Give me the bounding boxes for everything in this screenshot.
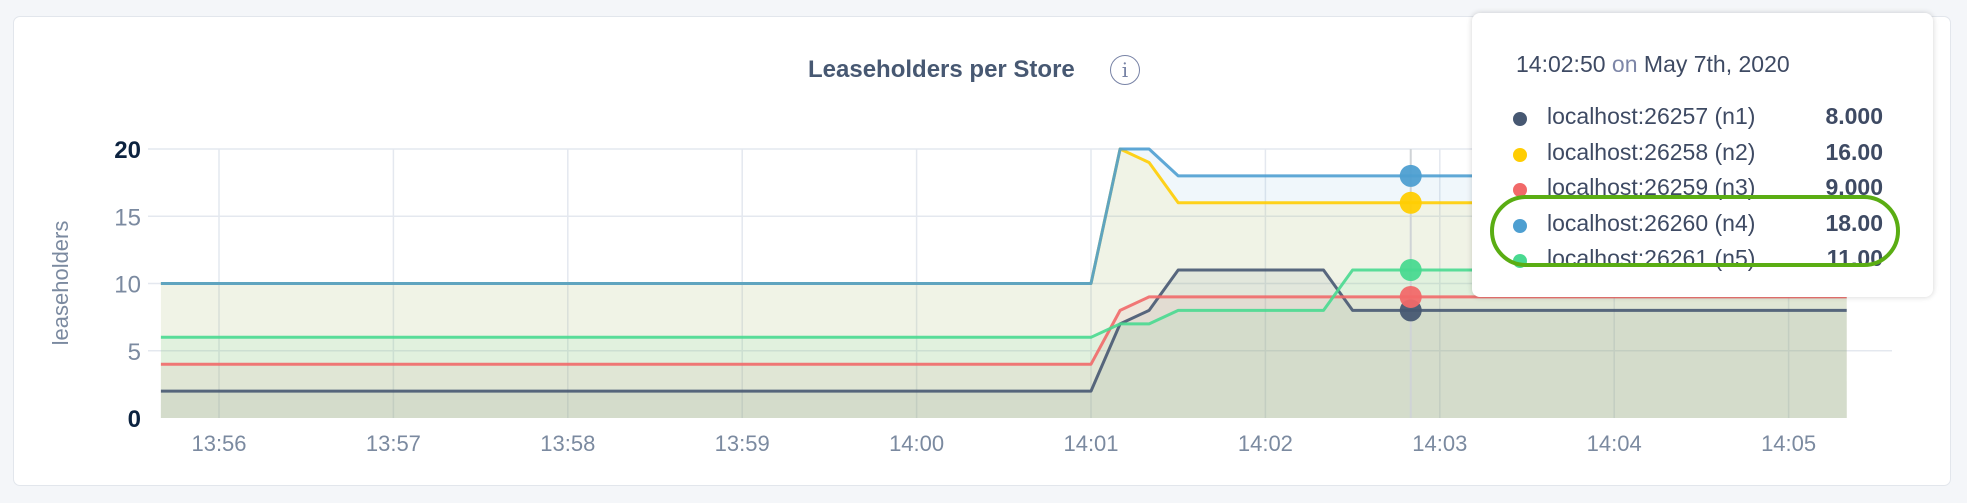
tooltip-time: 14:02:50 bbox=[1516, 51, 1606, 77]
chart-title: Leaseholders per Store bbox=[808, 56, 1075, 83]
tooltip-row: localhost:26258 (n2) 16.00 bbox=[1513, 137, 1883, 171]
y-axis-label: leaseholders bbox=[48, 221, 73, 346]
tooltip-row: localhost:26257 (n1) 8.000 bbox=[1513, 101, 1883, 135]
tooltip-series-label: localhost:26260 (n4) bbox=[1547, 209, 1756, 236]
series-dot-icon bbox=[1513, 147, 1527, 162]
y-tick-label: 0 bbox=[128, 406, 141, 433]
hover-point-marker bbox=[1399, 285, 1422, 308]
hover-point-marker bbox=[1399, 164, 1422, 187]
x-tick-label: 14:02 bbox=[1238, 431, 1293, 456]
series-dot-icon bbox=[1513, 112, 1527, 126]
x-tick-label: 14:00 bbox=[889, 431, 944, 456]
hover-point-marker bbox=[1399, 191, 1422, 214]
y-tick-label: 10 bbox=[114, 272, 141, 299]
tooltip-on: on bbox=[1611, 51, 1638, 77]
series-area bbox=[160, 270, 1847, 418]
tooltip-series-label: localhost:26258 (n2) bbox=[1547, 138, 1756, 165]
x-tick-label: 14:01 bbox=[1063, 431, 1118, 456]
series-line bbox=[160, 147, 1847, 285]
tooltip-series-label: localhost:26257 (n1) bbox=[1547, 103, 1756, 129]
x-tick-label: 13:59 bbox=[715, 431, 770, 456]
series-line bbox=[160, 295, 1847, 366]
highlight-annotation bbox=[1490, 195, 1900, 267]
tooltip-series-value: 16.00 bbox=[1825, 138, 1883, 165]
series-line bbox=[160, 268, 1847, 339]
x-tick-label: 13:57 bbox=[366, 431, 421, 456]
tooltip-timestamp: 14:02:50 on May 7th, 2020 bbox=[1516, 51, 1790, 78]
x-tick-label: 13:56 bbox=[191, 431, 246, 456]
hover-point-marker bbox=[1399, 259, 1422, 282]
info-icon[interactable]: i bbox=[1110, 55, 1140, 85]
tooltip-series-value: 8.000 bbox=[1825, 103, 1883, 129]
x-tick-label: 14:05 bbox=[1761, 431, 1816, 456]
hover-tooltip: 14:02:50 on May 7th, 2020 localhost:2625… bbox=[1472, 13, 1933, 297]
x-tick-label: 13:58 bbox=[540, 431, 595, 456]
x-tick-label: 14:03 bbox=[1412, 431, 1467, 456]
series-area bbox=[160, 270, 1847, 418]
tooltip-date: May 7th, 2020 bbox=[1643, 51, 1790, 77]
y-tick-label: 20 bbox=[114, 137, 141, 164]
y-tick-label: 5 bbox=[128, 339, 141, 366]
x-tick-label: 14:04 bbox=[1587, 431, 1642, 456]
y-tick-label: 15 bbox=[114, 204, 141, 231]
series-area bbox=[160, 296, 1847, 418]
series-dot-icon bbox=[1513, 183, 1527, 197]
series-line bbox=[160, 268, 1847, 393]
